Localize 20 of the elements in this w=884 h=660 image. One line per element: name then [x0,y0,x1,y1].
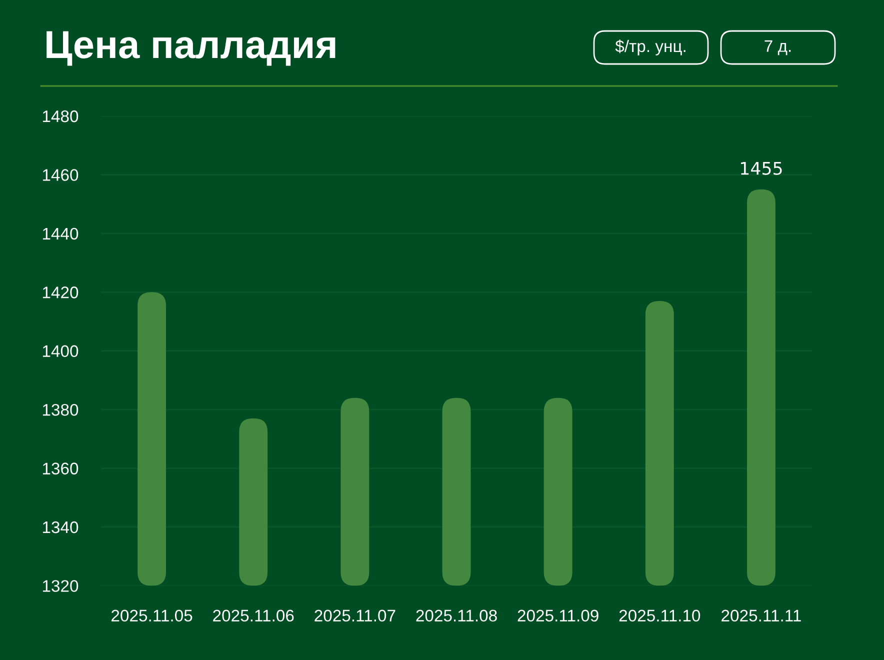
x-tick-label: 2025.11.10 [619,610,700,622]
data-label: 1455 [741,162,782,175]
x-tick-label: 2025.11.08 [416,610,497,622]
text: $/тр. унц. [615,40,686,56]
x-tick-label: 2025.11.06 [213,610,294,622]
y-tick-label: 1440 [42,228,78,240]
y-tick-label: 1420 [42,286,78,298]
y-tick-label: 1380 [42,404,78,416]
text: 7 д. [764,40,791,56]
y-tick-label: 1360 [42,462,78,474]
x-tick-label: 2025.11.07 [314,610,396,622]
chart-title: Цена палладия [46,31,336,66]
x-tick-label: 2025.11.09 [518,610,598,622]
y-tick-label: 1480 [42,110,78,122]
x-tick-label: 2025.11.11 [722,610,801,622]
x-tick-label: 2025.11.05 [112,610,192,622]
y-tick-label: 1460 [42,169,78,181]
y-tick-label: 1340 [42,521,78,534]
y-tick-label: 1320 [42,580,78,592]
y-tick-label: 1400 [42,345,78,358]
